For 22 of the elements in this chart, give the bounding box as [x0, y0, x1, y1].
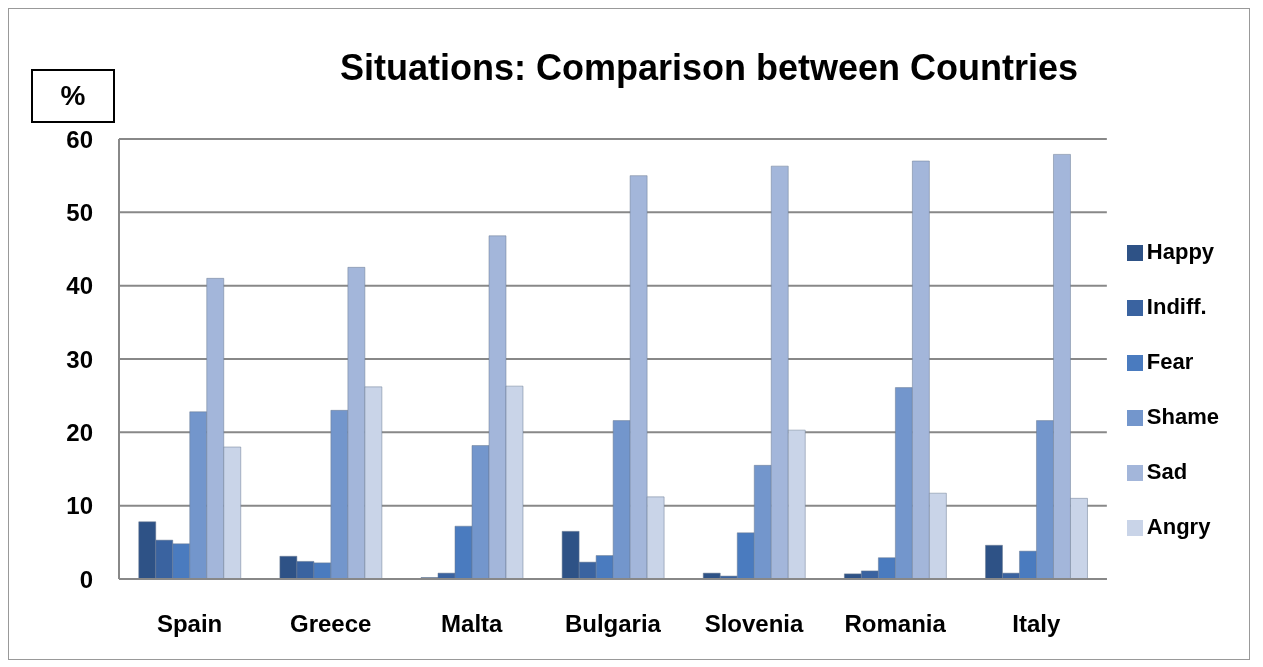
x-tick-label: Italy: [1012, 610, 1061, 638]
y-axis-title: %: [31, 69, 115, 123]
legend-label: Indiff.: [1146, 294, 1207, 319]
x-tick-label: Bulgaria: [564, 610, 662, 638]
y-tick-label: 0: [79, 565, 93, 593]
y-tick-label: 40: [66, 272, 93, 300]
legend-label: Happy: [1146, 239, 1215, 264]
y-tick-label: 50: [66, 198, 93, 226]
x-tick-label: Malta: [441, 610, 504, 638]
y-tick-label: 20: [66, 418, 93, 446]
chart-title: Situations: Comparison between Countries: [338, 47, 1080, 89]
legend-label: Fear: [1146, 349, 1194, 374]
legend-label: Sad: [1146, 459, 1188, 484]
x-tick-label: Greece: [289, 610, 372, 638]
y-tick-label: 60: [66, 125, 93, 153]
legend-label: Shame: [1146, 404, 1219, 429]
x-tick-label: Slovenia: [704, 610, 805, 638]
legend-label: Angry: [1146, 514, 1211, 539]
x-tick-label: Spain: [156, 610, 223, 638]
x-tick-label: Romania: [844, 610, 947, 638]
y-tick-label: 30: [66, 345, 93, 373]
y-tick-label: 10: [66, 492, 93, 520]
